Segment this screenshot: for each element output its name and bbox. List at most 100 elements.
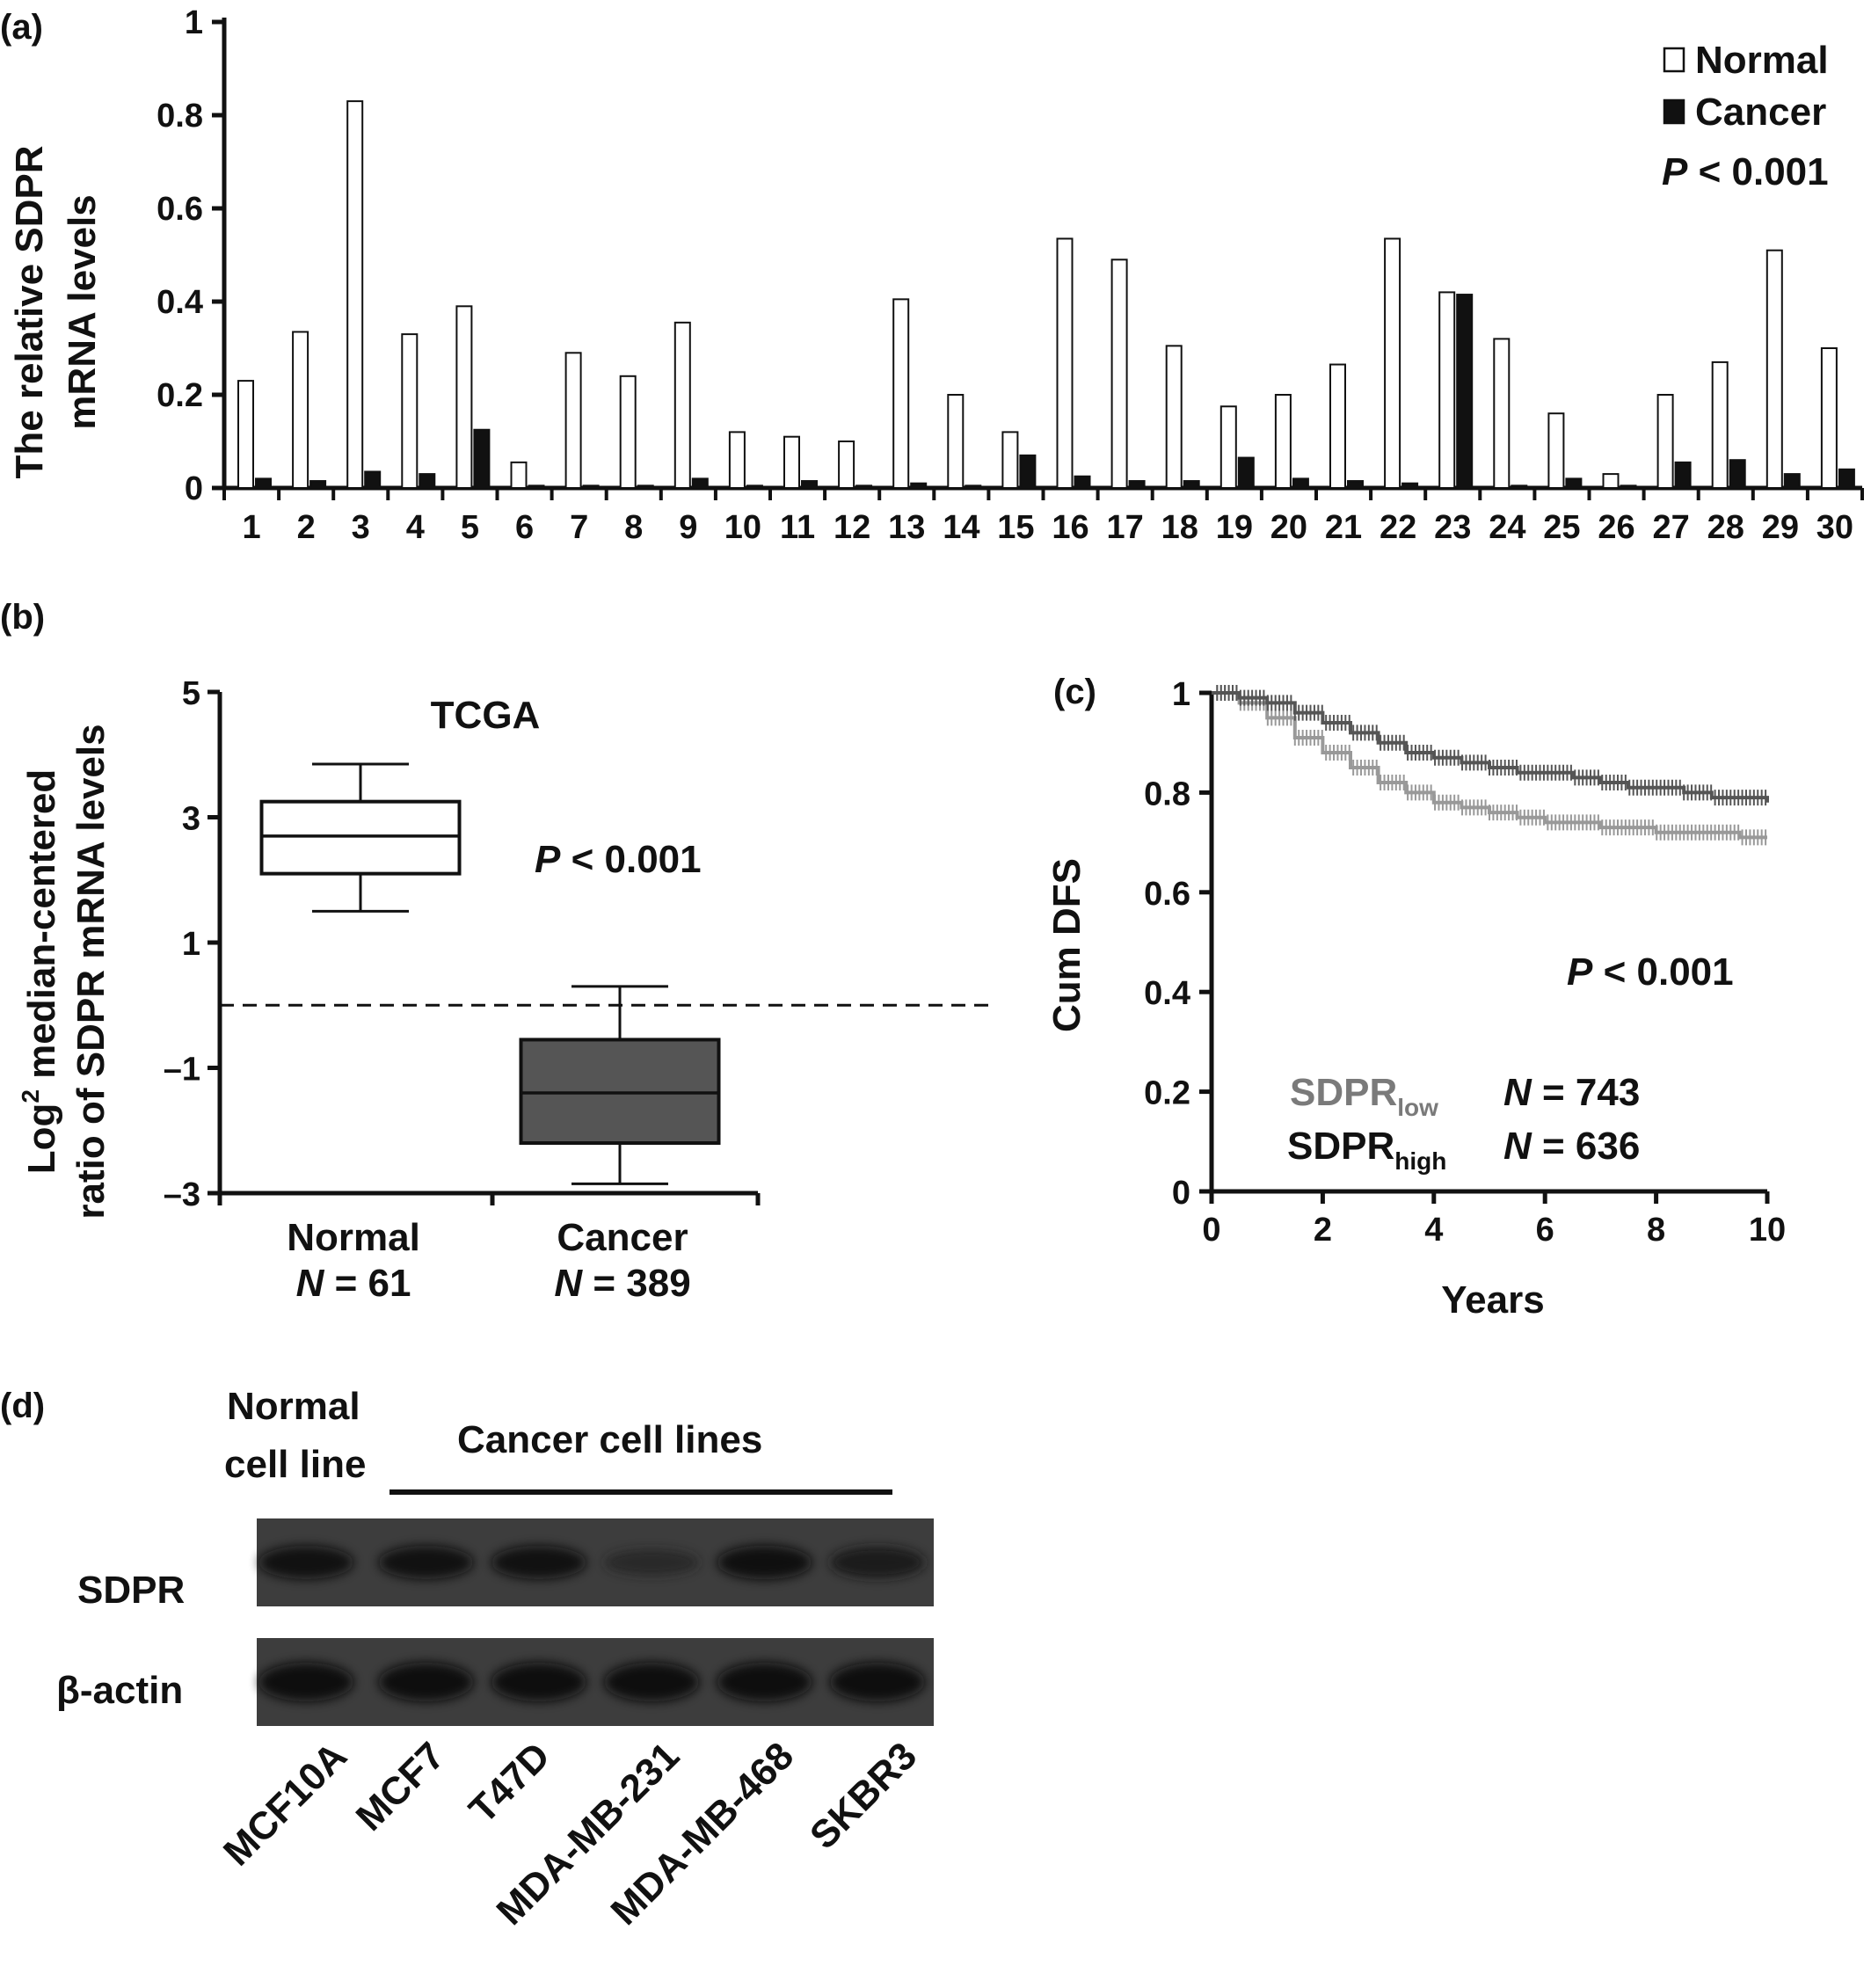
bar-normal-11 [783,435,800,490]
bar-cancer-12 [855,484,873,489]
panel-c-ytick-label: 0 [1172,1175,1190,1212]
panel-a-xtick-label: 11 [780,509,815,546]
panel-b-n-cancer-text: = 389 [582,1262,691,1305]
panel-a-xtick-label: 21 [1325,509,1362,546]
lane-label-t47d: T47D [461,1734,558,1831]
panel-c-n-low: N = 743 [1503,1071,1640,1114]
bar-cancer-16 [1074,475,1091,489]
panel-c-ylabel: Cum DFS [1045,858,1088,1032]
bar-cancer-14 [965,484,982,489]
panel-a-xtick-label: 6 [515,509,534,546]
panel-b-pvalue: P < 0.001 [535,838,702,881]
panel-a-ytick-label: 1 [185,4,203,41]
blot-band [378,1546,474,1579]
panel-a-bars [237,100,1855,490]
box-cancer-iqr [519,1038,721,1145]
bar-normal-10 [728,431,746,489]
bar-normal-28 [1711,360,1729,489]
panel-a-xtick-label: 29 [1762,509,1799,546]
panel-c-pvalue: P < 0.001 [1567,950,1734,994]
panel-d-blot-images [257,1518,934,1726]
bar-cancer-22 [1401,482,1419,490]
panel-a-xtick-label: 9 [679,509,697,546]
bar-cancer-25 [1565,477,1583,490]
blot-row-label-sdpr: SDPR [77,1569,185,1612]
panel-b-n-normal-text: = 61 [324,1262,411,1305]
panel-b-box-plot: (b) Log2 median-centered ratio of SDPR m… [0,598,992,1305]
bar-normal-21 [1329,363,1346,489]
panel-a-ylabel-line1: The relative SDPR [8,145,51,478]
panel-b-title: TCGA [431,694,541,737]
panel-b-pvalue-text: < 0.001 [560,838,701,881]
bar-cancer-7 [582,484,600,489]
panel-c-xtick-label: 4 [1424,1212,1443,1249]
bar-cancer-9 [691,477,709,490]
panel-b-ytick-label: 3 [182,801,200,838]
panel-a-xtick-label: 28 [1707,509,1744,546]
panel-b-n-normal: N = 61 [296,1262,411,1305]
panel-b-n-cancer-italic: N [554,1262,583,1305]
panel-a-xtick-label: 13 [888,509,925,546]
panel-a-xtick-label: 16 [1052,509,1088,546]
bar-normal-7 [564,352,582,489]
panel-a-xtick-label: 19 [1216,509,1253,546]
bar-cancer-2 [309,480,327,489]
panel-c-legend-high: SDPRhigh [1287,1125,1446,1175]
panel-a-pvalue-p: P [1662,150,1688,193]
blot-strip-sdpr [257,1518,934,1606]
panel-a-xtick-label: 4 [406,509,425,546]
panel-c-n-high-italic: N [1503,1125,1532,1168]
bar-cancer-20 [1292,477,1309,490]
bar-normal-23 [1438,291,1456,489]
panel-a-xtick-label: 5 [461,509,479,546]
blot-band [258,1663,354,1701]
blot-strip-actin [257,1638,934,1726]
blot-band [829,1547,925,1578]
panel-b-ylabel-line2: ratio of SDPR mRNA levels [69,724,113,1219]
panel-c-label: (c) [1053,673,1096,711]
panel-a-xtick-label: 20 [1270,509,1307,546]
bar-cancer-6 [528,484,545,489]
bar-normal-18 [1165,345,1183,489]
bar-cancer-15 [1019,454,1037,490]
panel-b-ytick-label: 1 [182,926,200,963]
bar-normal-30 [1820,347,1838,489]
lane-label-mcf10a: MCF10A [215,1734,355,1874]
panel-b-cat-normal: Normal [287,1216,420,1259]
bar-cancer-28 [1729,459,1746,490]
legend-label-normal: Normal [1695,39,1829,82]
panel-a-xtick-label: 10 [724,509,761,546]
blot-band [491,1663,586,1701]
bar-cancer-24 [1511,484,1528,489]
panel-c-pvalue-text: < 0.001 [1592,950,1733,994]
bar-normal-19 [1219,405,1237,489]
panel-b-axes: 5 3 1 –1 –3 [164,675,992,1213]
panel-c-xtick-label: 2 [1314,1212,1332,1249]
panel-a-ytick-label: 0.6 [157,191,203,228]
panel-a-xtick-label: 30 [1816,509,1853,546]
panel-c-legend-low: SDPRlow [1290,1071,1438,1121]
bar-cancer-1 [255,477,272,490]
bar-normal-17 [1110,259,1128,489]
panel-c-legend-low-main: SDPR [1290,1071,1397,1114]
panel-a-xtick-label: 17 [1107,509,1144,546]
legend-swatch-cancer [1663,98,1685,125]
panel-a-xtick-label: 24 [1489,509,1525,546]
panel-a-bar-chart: (a) The relative SDPR mRNA levels 0 0.2 0.… [0,4,1864,546]
panel-a-xtick-label: 2 [297,509,316,546]
panel-b-n-normal-italic: N [296,1262,325,1305]
panel-a-xtick-label: 22 [1380,509,1416,546]
bar-normal-27 [1656,394,1674,489]
panel-a-xtick-label: 25 [1543,509,1580,546]
bar-cancer-29 [1783,473,1801,489]
bar-normal-24 [1493,338,1511,489]
panel-a-xtick-label: 23 [1434,509,1471,546]
blot-band [717,1545,812,1580]
panel-c-ytick-label: 0.4 [1144,975,1190,1012]
bar-cancer-5 [473,428,491,489]
panel-c-ytick-label: 0.2 [1144,1075,1190,1112]
bar-cancer-26 [1620,484,1637,489]
bar-normal-26 [1602,473,1620,489]
